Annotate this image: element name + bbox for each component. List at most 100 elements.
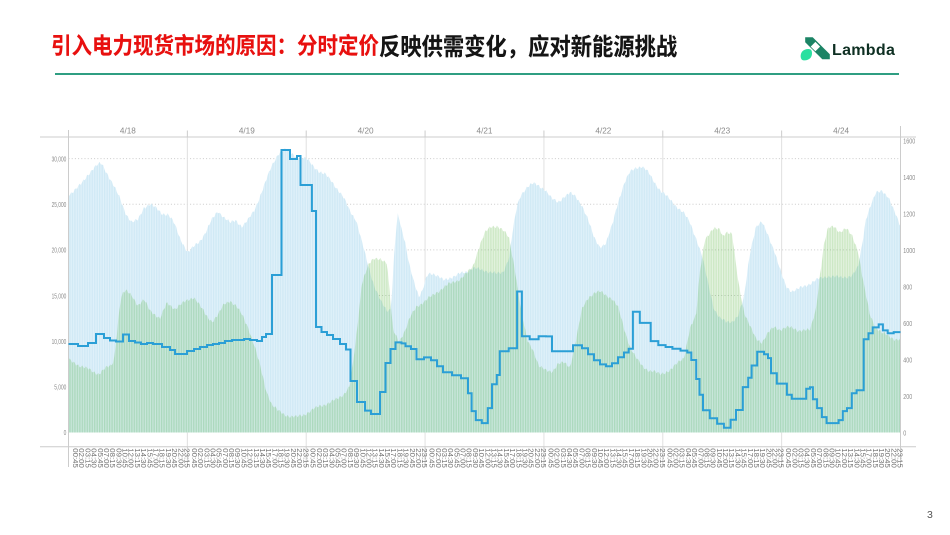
svg-text:17:00: 17:00 bbox=[152, 448, 161, 468]
svg-text:05:45: 05:45 bbox=[571, 448, 580, 468]
svg-text:18:15: 18:15 bbox=[277, 448, 286, 468]
svg-text:4/24: 4/24 bbox=[833, 126, 849, 135]
svg-text:22:00: 22:00 bbox=[176, 448, 185, 468]
svg-text:02:00: 02:00 bbox=[77, 448, 86, 468]
svg-text:22:00: 22:00 bbox=[652, 448, 661, 468]
svg-text:04:30: 04:30 bbox=[90, 448, 99, 468]
svg-text:03:15: 03:15 bbox=[559, 448, 568, 468]
svg-text:22:00: 22:00 bbox=[533, 448, 542, 468]
svg-text:00:45: 00:45 bbox=[71, 448, 80, 468]
svg-text:05:45: 05:45 bbox=[334, 448, 343, 468]
svg-text:18:15: 18:15 bbox=[752, 448, 761, 468]
svg-text:04:30: 04:30 bbox=[327, 448, 336, 468]
svg-text:08:15: 08:15 bbox=[346, 448, 355, 468]
svg-text:02:00: 02:00 bbox=[315, 448, 324, 468]
svg-text:0: 0 bbox=[64, 428, 67, 437]
svg-text:18:15: 18:15 bbox=[871, 448, 880, 468]
svg-text:400: 400 bbox=[903, 356, 912, 365]
svg-text:4/19: 4/19 bbox=[239, 126, 255, 135]
svg-text:00:45: 00:45 bbox=[428, 448, 437, 468]
svg-text:15:45: 15:45 bbox=[858, 448, 867, 468]
svg-text:18:15: 18:15 bbox=[158, 448, 167, 468]
svg-text:12:00: 12:00 bbox=[840, 448, 849, 468]
svg-text:04:30: 04:30 bbox=[208, 448, 217, 468]
svg-text:03:15: 03:15 bbox=[678, 448, 687, 468]
svg-text:14:30: 14:30 bbox=[733, 448, 742, 468]
svg-text:14:30: 14:30 bbox=[377, 448, 386, 468]
svg-text:10:45: 10:45 bbox=[834, 448, 843, 468]
svg-text:09:30: 09:30 bbox=[471, 448, 480, 468]
svg-text:04:30: 04:30 bbox=[803, 448, 812, 468]
svg-text:07:00: 07:00 bbox=[815, 448, 824, 468]
svg-text:23:15: 23:15 bbox=[777, 448, 786, 468]
svg-text:20:45: 20:45 bbox=[408, 448, 417, 468]
svg-text:19:30: 19:30 bbox=[164, 448, 173, 468]
svg-text:12:00: 12:00 bbox=[127, 448, 136, 468]
svg-text:09:30: 09:30 bbox=[352, 448, 361, 468]
svg-text:19:30: 19:30 bbox=[639, 448, 648, 468]
svg-text:00:45: 00:45 bbox=[665, 448, 674, 468]
svg-text:10:45: 10:45 bbox=[596, 448, 605, 468]
svg-text:07:00: 07:00 bbox=[221, 448, 230, 468]
svg-text:12:00: 12:00 bbox=[721, 448, 730, 468]
svg-text:07:00: 07:00 bbox=[577, 448, 586, 468]
svg-text:15:45: 15:45 bbox=[740, 448, 749, 468]
svg-text:05:45: 05:45 bbox=[452, 448, 461, 468]
svg-text:1600: 1600 bbox=[903, 137, 915, 146]
svg-text:12:00: 12:00 bbox=[246, 448, 255, 468]
svg-text:02:00: 02:00 bbox=[672, 448, 681, 468]
svg-text:20:45: 20:45 bbox=[527, 448, 536, 468]
svg-text:04:30: 04:30 bbox=[684, 448, 693, 468]
svg-text:22:00: 22:00 bbox=[771, 448, 780, 468]
svg-text:22:00: 22:00 bbox=[889, 448, 898, 468]
svg-text:13:15: 13:15 bbox=[490, 448, 499, 468]
svg-text:05:45: 05:45 bbox=[215, 448, 224, 468]
svg-text:23:15: 23:15 bbox=[658, 448, 667, 468]
svg-text:12:00: 12:00 bbox=[602, 448, 611, 468]
svg-text:08:15: 08:15 bbox=[108, 448, 117, 468]
svg-text:17:00: 17:00 bbox=[508, 448, 517, 468]
svg-text:13:15: 13:15 bbox=[727, 448, 736, 468]
svg-text:4/22: 4/22 bbox=[595, 126, 611, 135]
svg-text:08:15: 08:15 bbox=[702, 448, 711, 468]
svg-text:1000: 1000 bbox=[903, 246, 915, 255]
svg-text:200: 200 bbox=[903, 392, 912, 401]
svg-text:15,000: 15,000 bbox=[52, 291, 67, 300]
svg-text:19:30: 19:30 bbox=[520, 448, 529, 468]
svg-text:23:15: 23:15 bbox=[896, 448, 905, 468]
svg-text:05:45: 05:45 bbox=[690, 448, 699, 468]
svg-text:5,000: 5,000 bbox=[54, 383, 66, 392]
svg-text:09:30: 09:30 bbox=[233, 448, 242, 468]
svg-text:15:45: 15:45 bbox=[621, 448, 630, 468]
svg-text:14:30: 14:30 bbox=[258, 448, 267, 468]
svg-text:13:15: 13:15 bbox=[608, 448, 617, 468]
svg-text:4/23: 4/23 bbox=[714, 126, 730, 135]
svg-text:14:30: 14:30 bbox=[496, 448, 505, 468]
svg-text:13:15: 13:15 bbox=[133, 448, 142, 468]
svg-text:30,000: 30,000 bbox=[52, 154, 67, 163]
svg-text:07:00: 07:00 bbox=[459, 448, 468, 468]
svg-text:10:45: 10:45 bbox=[715, 448, 724, 468]
svg-text:23:15: 23:15 bbox=[301, 448, 310, 468]
svg-text:03:15: 03:15 bbox=[797, 448, 806, 468]
svg-text:14:30: 14:30 bbox=[615, 448, 624, 468]
svg-text:12:00: 12:00 bbox=[483, 448, 492, 468]
svg-text:10,000: 10,000 bbox=[52, 337, 67, 346]
svg-text:10:45: 10:45 bbox=[239, 448, 248, 468]
svg-text:4/21: 4/21 bbox=[477, 126, 493, 135]
svg-text:15:45: 15:45 bbox=[502, 448, 511, 468]
svg-text:18:15: 18:15 bbox=[633, 448, 642, 468]
svg-text:03:15: 03:15 bbox=[83, 448, 92, 468]
svg-text:15:45: 15:45 bbox=[145, 448, 154, 468]
svg-text:19:30: 19:30 bbox=[283, 448, 292, 468]
svg-text:13:15: 13:15 bbox=[846, 448, 855, 468]
svg-text:12:00: 12:00 bbox=[364, 448, 373, 468]
svg-text:07:00: 07:00 bbox=[340, 448, 349, 468]
svg-text:14:30: 14:30 bbox=[852, 448, 861, 468]
svg-text:20,000: 20,000 bbox=[52, 246, 67, 255]
svg-text:09:30: 09:30 bbox=[709, 448, 718, 468]
svg-text:14:30: 14:30 bbox=[139, 448, 148, 468]
svg-text:15:45: 15:45 bbox=[383, 448, 392, 468]
svg-text:10:45: 10:45 bbox=[121, 448, 130, 468]
svg-text:23:15: 23:15 bbox=[539, 448, 548, 468]
